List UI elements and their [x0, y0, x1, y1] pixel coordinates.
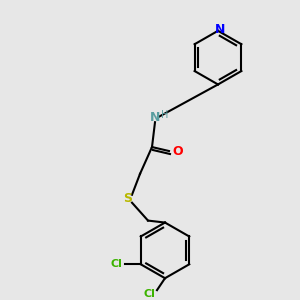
Text: Cl: Cl	[111, 259, 123, 269]
Text: N: N	[215, 23, 225, 36]
Text: O: O	[173, 145, 183, 158]
Text: Cl: Cl	[143, 289, 155, 299]
Text: H: H	[161, 110, 169, 120]
Text: N: N	[150, 111, 160, 124]
Text: S: S	[124, 192, 133, 205]
